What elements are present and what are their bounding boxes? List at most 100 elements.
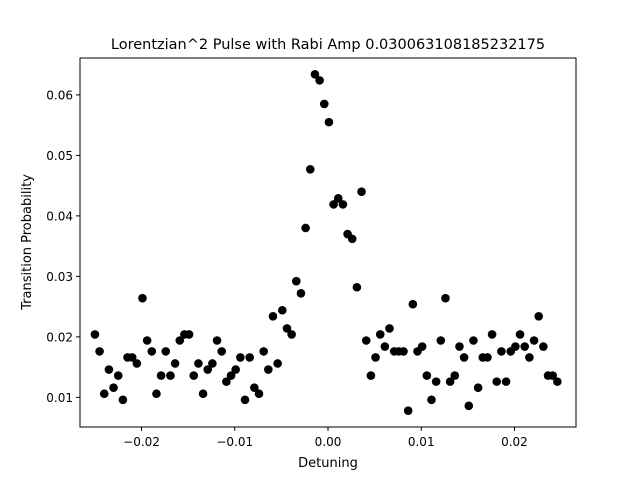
- y-tick-label: 0.01: [46, 391, 73, 405]
- data-point: [455, 342, 464, 351]
- data-point: [292, 276, 301, 286]
- data-point: [222, 377, 231, 386]
- data-point: [375, 330, 385, 339]
- data-point: [487, 330, 497, 339]
- data-point: [240, 395, 250, 405]
- data-point: [189, 371, 199, 380]
- data-point: [161, 347, 171, 356]
- data-point: [147, 347, 157, 356]
- data-point: [184, 330, 194, 339]
- data-point: [236, 353, 245, 362]
- chart-title: Lorentzian^2 Pulse with Rabi Amp 0.03006…: [111, 37, 545, 53]
- data-point: [501, 377, 511, 386]
- data-point: [445, 377, 455, 386]
- data-point: [403, 406, 413, 415]
- data-point: [483, 353, 492, 362]
- data-point: [525, 353, 534, 362]
- data-point: [417, 342, 427, 351]
- data-point: [254, 389, 264, 399]
- data-point: [441, 293, 450, 303]
- data-point: [329, 200, 338, 209]
- data-point: [366, 371, 376, 380]
- data-point: [127, 353, 137, 362]
- data-point: [90, 330, 100, 339]
- data-point: [539, 342, 548, 351]
- data-point: [296, 289, 306, 298]
- data-point: [352, 282, 362, 292]
- data-point: [469, 336, 478, 345]
- data-point: [152, 389, 161, 399]
- data-point: [319, 99, 329, 109]
- data-point: [324, 117, 334, 127]
- data-point: [273, 359, 282, 368]
- y-tick-label: 0.05: [46, 149, 73, 163]
- data-point: [118, 395, 128, 405]
- data-point: [142, 336, 152, 345]
- data-point: [385, 324, 394, 333]
- data-point: [380, 342, 390, 351]
- y-tick-label: 0.04: [46, 209, 73, 223]
- y-tick-label: 0.06: [46, 88, 73, 102]
- x-tick-label: 0.02: [501, 435, 528, 449]
- data-point: [310, 70, 320, 79]
- y-tick-label: 0.03: [46, 270, 73, 284]
- data-point: [113, 371, 123, 380]
- x-axis-label: Detuning: [298, 456, 358, 471]
- data-point: [371, 353, 380, 362]
- data-point: [305, 165, 315, 174]
- data-point: [450, 371, 460, 380]
- data-point: [422, 371, 432, 380]
- data-point: [95, 347, 104, 356]
- data-point: [520, 342, 530, 351]
- data-point: [511, 342, 520, 351]
- data-point: [245, 353, 254, 362]
- data-point: [166, 371, 175, 380]
- data-point: [99, 389, 109, 399]
- data-point: [338, 200, 348, 209]
- data-point: [436, 336, 446, 345]
- data-point: [208, 359, 217, 368]
- x-tick-label: −0.02: [123, 435, 160, 449]
- data-point: [259, 347, 268, 356]
- y-axis-label: Transition Probability: [20, 174, 35, 311]
- data-point: [459, 353, 469, 362]
- data-point: [431, 377, 441, 386]
- data-point: [250, 383, 259, 392]
- data-point: [553, 377, 562, 386]
- y-tick-label: 0.02: [46, 330, 73, 344]
- data-point: [231, 365, 240, 374]
- data-point: [361, 336, 371, 345]
- data-point: [464, 401, 474, 411]
- data-point: [408, 299, 418, 309]
- data-point: [170, 359, 180, 368]
- data-point: [492, 377, 502, 386]
- data-point: [497, 347, 506, 356]
- data-point: [301, 223, 310, 233]
- data-point: [268, 312, 278, 321]
- data-point: [194, 359, 203, 368]
- data-point: [264, 365, 273, 374]
- data-point: [534, 312, 544, 321]
- data-point: [473, 383, 483, 392]
- data-point: [347, 234, 357, 244]
- data-point: [427, 395, 436, 405]
- data-point: [175, 336, 185, 345]
- data-point: [333, 194, 343, 203]
- data-point: [104, 365, 114, 374]
- data-point: [399, 347, 408, 356]
- data-point: [198, 389, 208, 399]
- data-point: [156, 371, 166, 380]
- data-point: [282, 324, 292, 333]
- data-point: [515, 330, 525, 339]
- data-point: [132, 359, 142, 368]
- scatter-points: [90, 70, 562, 415]
- data-point: [357, 187, 366, 196]
- data-point: [109, 383, 118, 392]
- data-point: [315, 76, 324, 85]
- data-point: [138, 293, 147, 303]
- x-tick-label: −0.01: [216, 435, 253, 449]
- data-point: [287, 330, 296, 339]
- data-point: [529, 336, 539, 345]
